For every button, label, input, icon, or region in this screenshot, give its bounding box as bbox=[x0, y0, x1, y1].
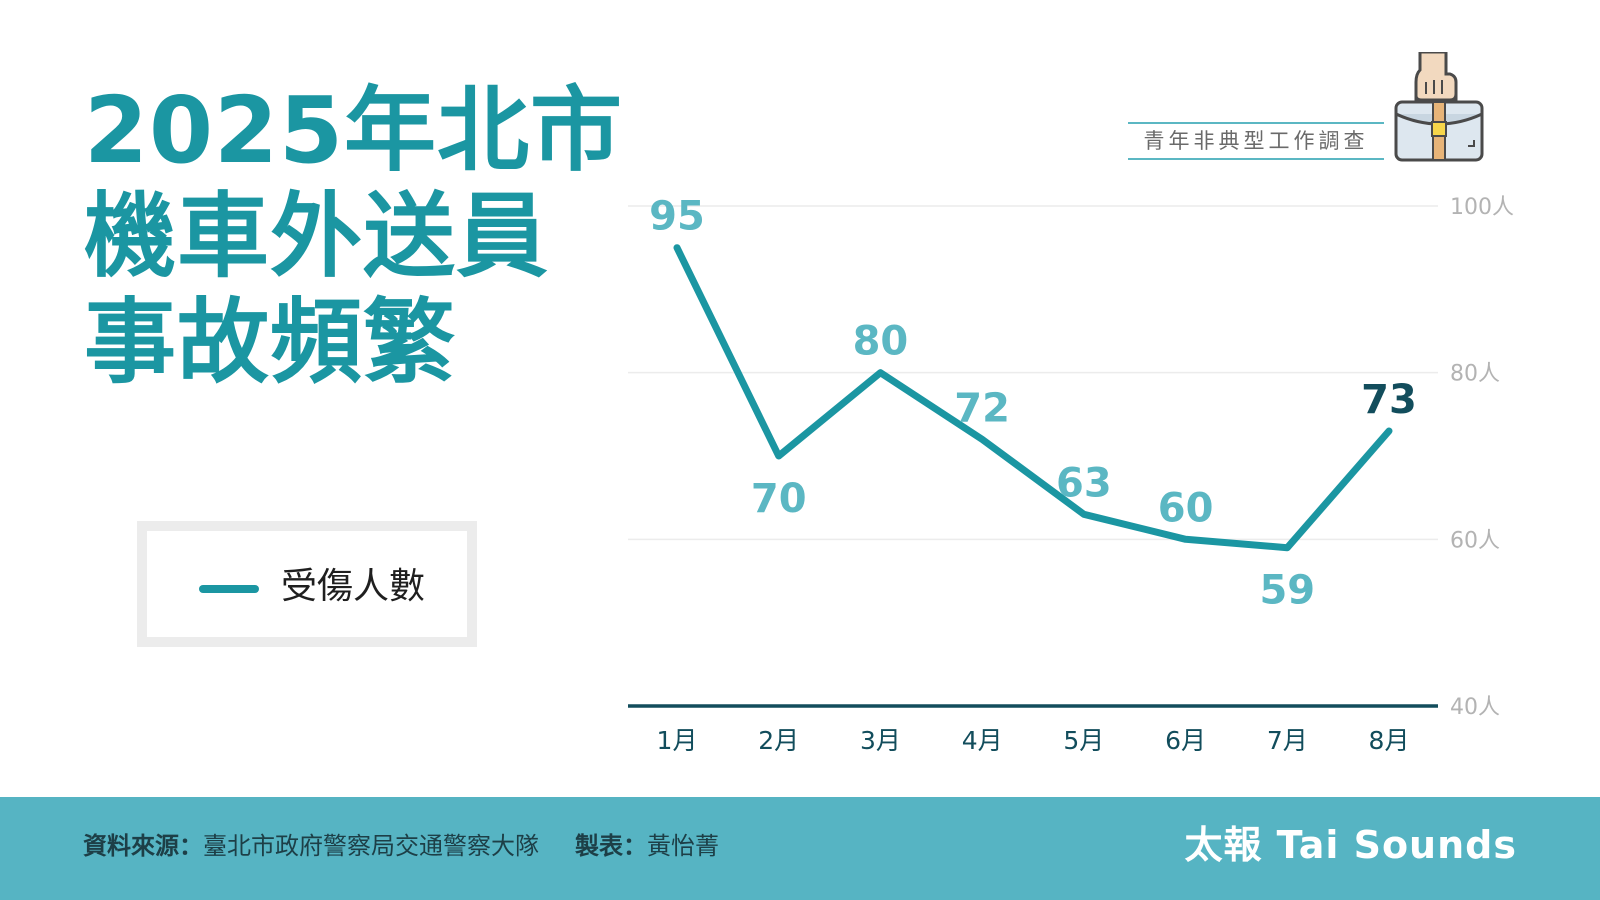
x-axis: 1月 2月 3月 4月 5月 6月 7月 8月 bbox=[628, 704, 1438, 755]
x-tick-label: 2月 bbox=[758, 726, 799, 755]
footer: 資料來源：臺北市政府警察局交通警察大隊 製表：黃怡菁 太報 Tai Sounds bbox=[0, 797, 1600, 900]
briefcase-hand-icon bbox=[1394, 52, 1484, 162]
data-label: 63 bbox=[1056, 460, 1112, 506]
y-tick-label: 40人 bbox=[1450, 695, 1500, 720]
data-label: 80 bbox=[853, 319, 909, 365]
x-tick-label: 4月 bbox=[962, 726, 1003, 755]
data-label: 60 bbox=[1158, 485, 1214, 531]
legend-label: 受傷人數 bbox=[281, 566, 426, 607]
data-label: 95 bbox=[649, 194, 705, 240]
chart-title: 2025年北市 機車外送員 事故頻繁 bbox=[84, 78, 623, 396]
y-tick-label: 80人 bbox=[1450, 362, 1500, 387]
line-chart: 40人 60人 80人 100人 1月 2月 3月 4月 5月 6月 7月 8月 95 70 80 72 6… bbox=[628, 194, 1514, 755]
legend-swatch-line bbox=[199, 585, 259, 593]
y-axis: 40人 60人 80人 100人 bbox=[1450, 195, 1514, 720]
x-tick-label: 5月 bbox=[1063, 726, 1104, 755]
brand-logo: 太報 Tai Sounds bbox=[1184, 823, 1517, 867]
source-label: 資料來源： bbox=[83, 832, 203, 860]
x-tick-label: 8月 bbox=[1369, 726, 1410, 755]
y-tick-label: 100人 bbox=[1450, 195, 1514, 220]
x-tick-label: 1月 bbox=[657, 726, 698, 755]
series-badge: 青年非典型工作調查 bbox=[1128, 48, 1488, 166]
x-tick-label: 7月 bbox=[1267, 726, 1308, 755]
gridlines bbox=[628, 205, 1438, 541]
data-label: 59 bbox=[1259, 568, 1315, 614]
title-line-3: 事故頻繁 bbox=[84, 289, 457, 396]
title-line-2: 機車外送員 bbox=[84, 183, 550, 290]
x-tick-label: 6月 bbox=[1165, 726, 1206, 755]
legend: 受傷人數 bbox=[137, 521, 477, 647]
x-tick-label: 3月 bbox=[860, 726, 901, 755]
source-text: 臺北市政府警察局交通警察大隊 bbox=[203, 832, 539, 860]
series-line bbox=[673, 244, 1393, 552]
data-label: 73 bbox=[1361, 377, 1417, 423]
maker-text: 黃怡菁 bbox=[647, 832, 719, 860]
data-labels: 95 70 80 72 63 60 59 73 bbox=[649, 194, 1417, 614]
title-line-1: 2025年北市 bbox=[84, 77, 624, 184]
data-label: 70 bbox=[751, 476, 807, 522]
footer-credits: 資料來源：臺北市政府警察局交通警察大隊 製表：黃怡菁 bbox=[83, 828, 719, 864]
badge-label: 青年非典型工作調查 bbox=[1128, 122, 1384, 160]
series-injured bbox=[673, 244, 1393, 552]
y-tick-label: 60人 bbox=[1450, 528, 1500, 553]
maker-label: 製表： bbox=[575, 832, 647, 860]
data-label: 72 bbox=[954, 385, 1010, 431]
